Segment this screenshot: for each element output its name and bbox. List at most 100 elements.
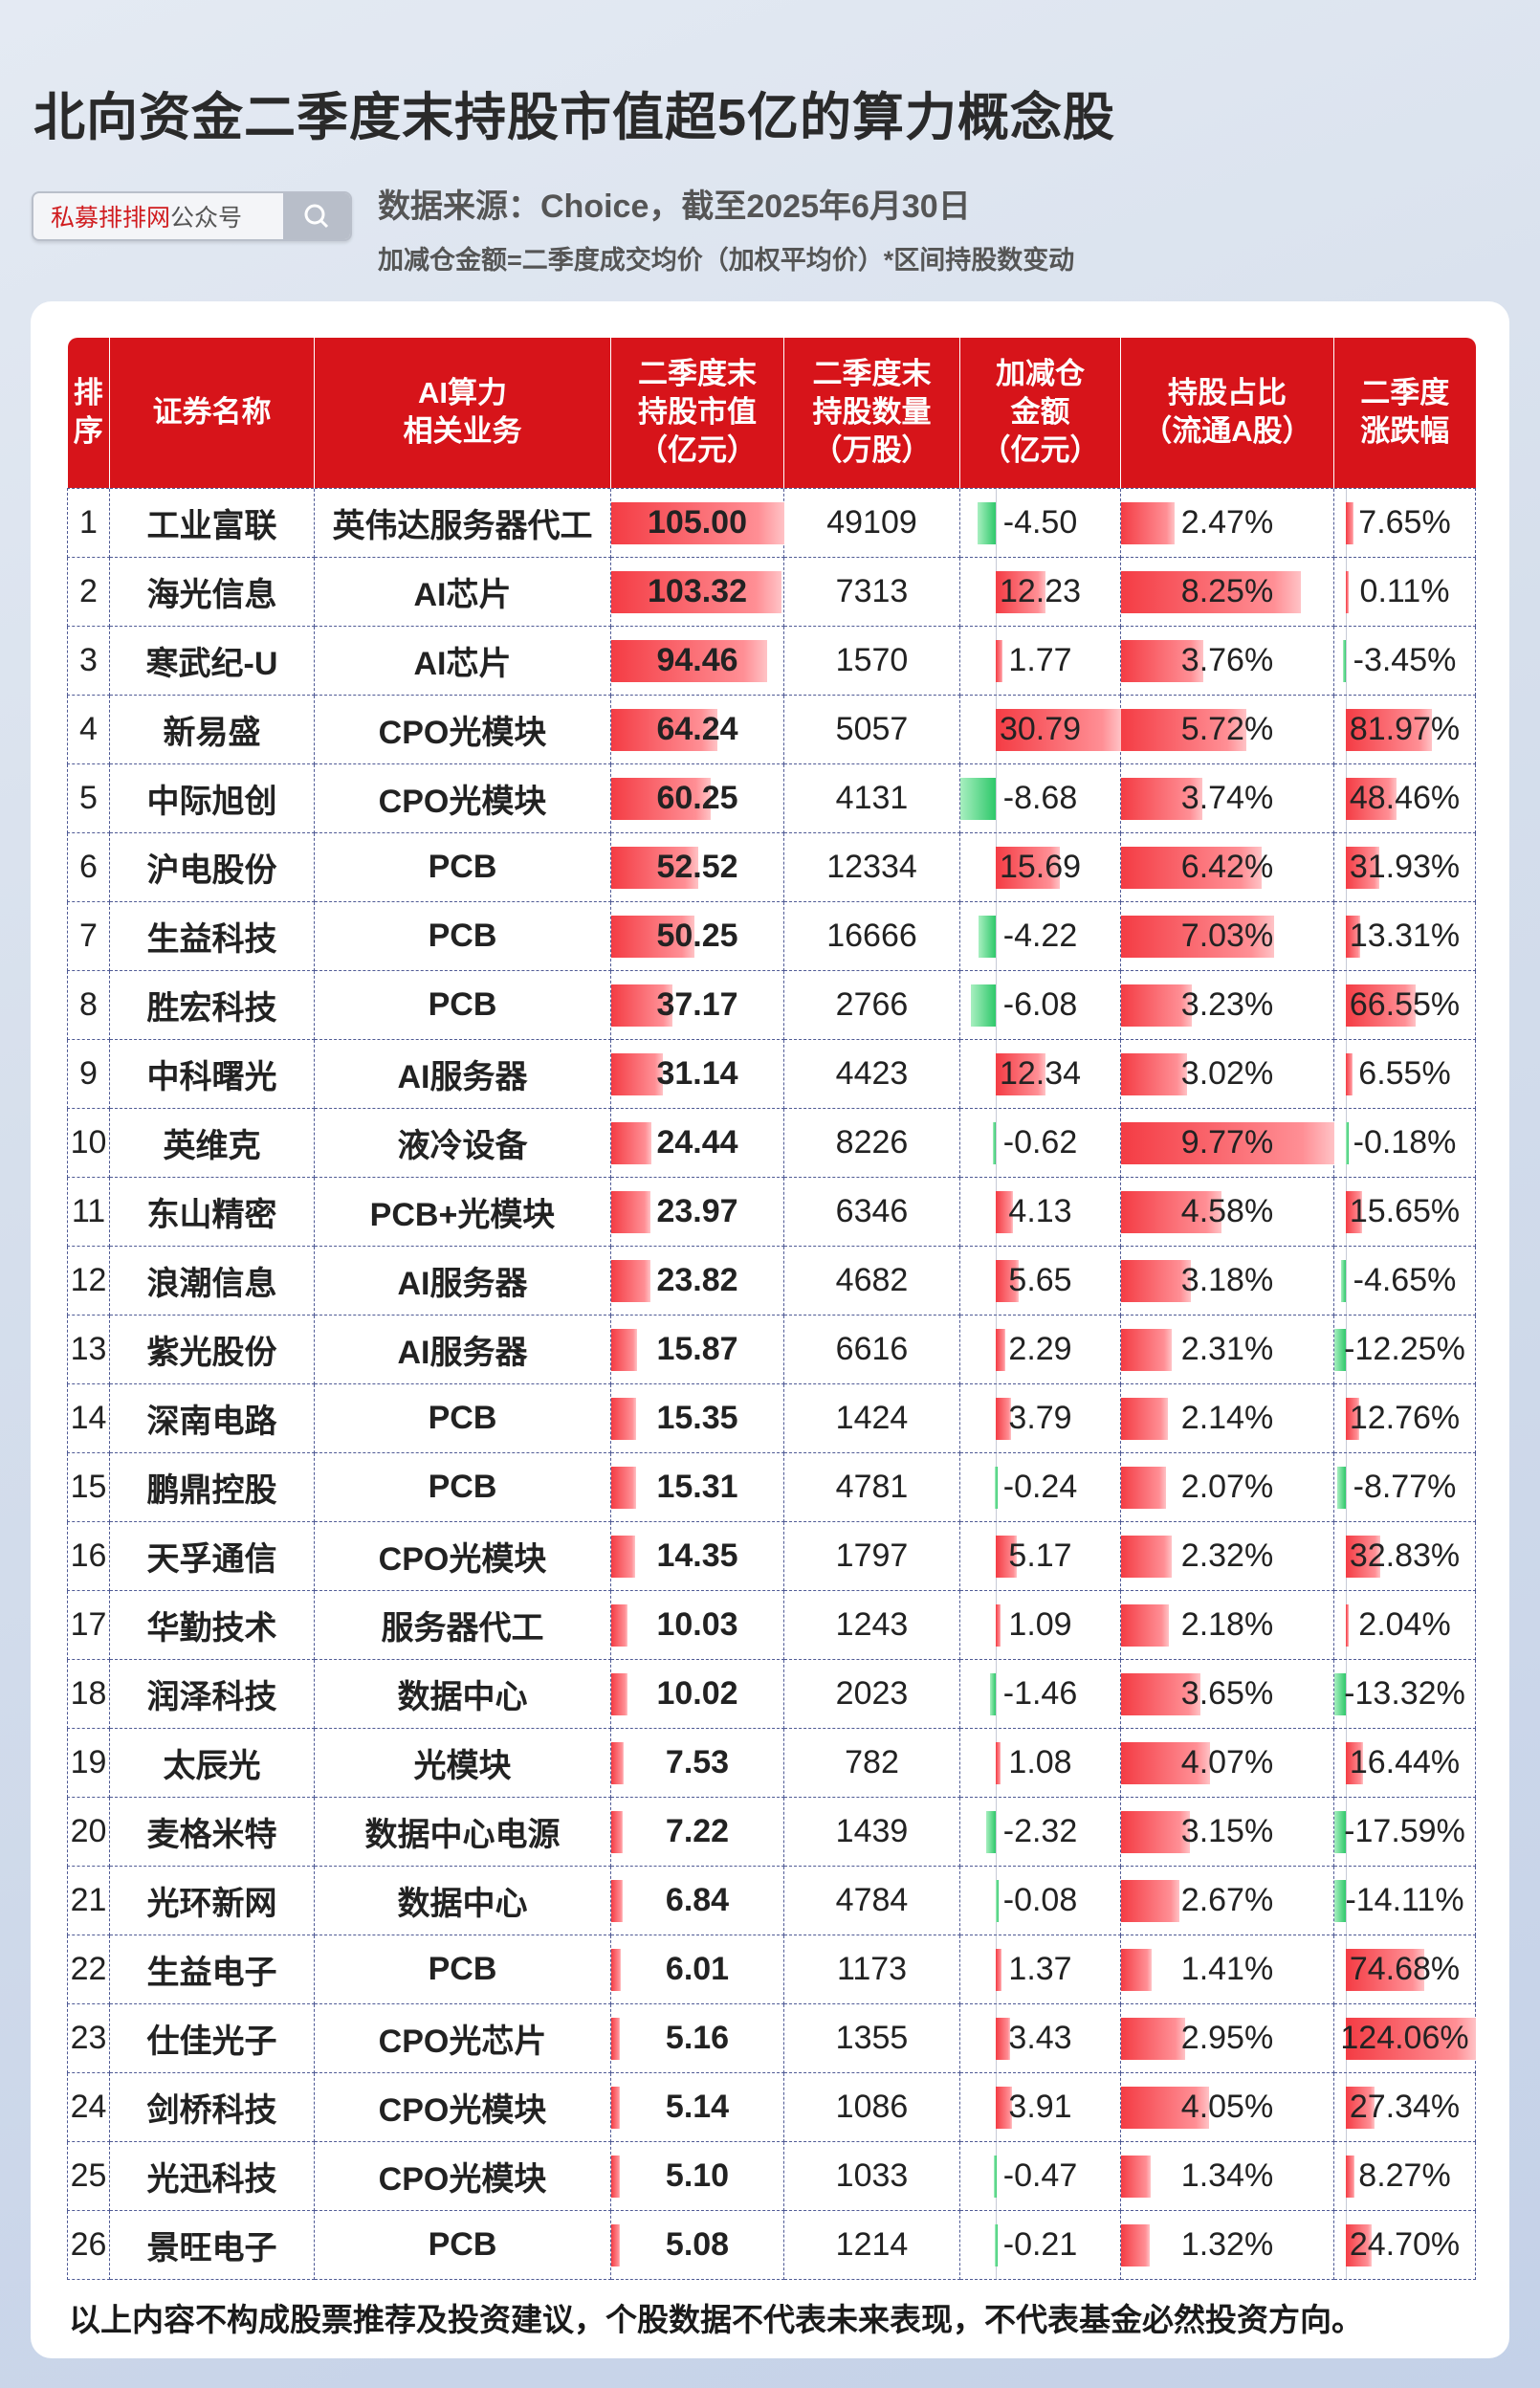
table-row: 10 英维克 液冷设备 24.44 8226 -0.62 9.77% -0.18%: [67, 1107, 1476, 1178]
cell-chg: 1.37: [959, 1934, 1121, 2004]
ratio-value: 3.18%: [1180, 1261, 1274, 1298]
cell-mv: 37.17: [610, 969, 784, 1040]
ratio-value: 6.42%: [1180, 848, 1274, 885]
ratio-value: 2.32%: [1180, 1537, 1274, 1574]
positive-bar: [1121, 639, 1203, 682]
chg-value: 1.37: [1008, 1950, 1072, 1987]
biz-value: CPO光模块: [378, 2160, 547, 2198]
cell-qty: 4682: [783, 1245, 960, 1316]
rank-value: 20: [70, 1812, 107, 1849]
cell-qty: 1570: [783, 625, 960, 696]
cell-pct: 6.55%: [1333, 1038, 1476, 1109]
table-row: 22 生益电子 PCB 6.01 1173 1.37 1.41% 74.68%: [67, 1934, 1476, 2004]
positive-bar: [1346, 1948, 1424, 1991]
cell-chg: 3.43: [959, 2002, 1121, 2073]
search-box[interactable]: 私募排排网 公众号: [32, 191, 352, 241]
cell-biz: CPO光模块: [314, 2071, 611, 2142]
cell-pct: 16.44%: [1333, 1727, 1476, 1798]
positive-bar: [611, 915, 694, 958]
name-value: 中科曙光: [146, 1058, 277, 1095]
positive-bar: [611, 2086, 620, 2129]
cell-pct: -4.65%: [1333, 1245, 1476, 1316]
cell-ratio: 3.76%: [1120, 625, 1334, 696]
chg-value: -1.46: [1002, 1674, 1078, 1712]
cell-qty: 1173: [783, 1934, 960, 2004]
negative-bar: [1345, 1121, 1349, 1164]
rank-value: 19: [70, 1743, 107, 1780]
ratio-value: 1.34%: [1180, 2156, 1274, 2194]
rank-value: 21: [70, 1881, 107, 1918]
cell-name: 东山精密: [109, 1176, 315, 1247]
cell-pct: 31.93%: [1333, 831, 1476, 902]
cell-pct: 32.83%: [1333, 1520, 1476, 1591]
mv-value: 31.14: [656, 1054, 738, 1092]
positive-bar: [611, 708, 717, 751]
positive-bar: [995, 2017, 1010, 2060]
ratio-value: 2.07%: [1180, 1468, 1274, 1505]
chg-value: 2.29: [1008, 1330, 1072, 1367]
pct-value: 2.04%: [1358, 1605, 1451, 1643]
pct-value: -4.65%: [1353, 1261, 1457, 1298]
cell-biz: PCB: [314, 900, 611, 971]
biz-value: PCB+光模块: [369, 1196, 556, 1233]
cell-name: 润泽科技: [109, 1658, 315, 1729]
cell-name: 剑桥科技: [109, 2071, 315, 2142]
cell-qty: 12334: [783, 831, 960, 902]
chg-value: -0.24: [1002, 1468, 1078, 1505]
cell-rank: 14: [67, 1382, 110, 1453]
cell-name: 工业富联: [109, 487, 315, 558]
cell-rank: 2: [67, 556, 110, 627]
mv-value: 5.10: [665, 2156, 730, 2194]
cell-biz: 数据中心: [314, 1658, 611, 1729]
chg-value: 1.09: [1008, 1605, 1072, 1643]
cell-chg: 12.23: [959, 556, 1121, 627]
header-business: AI算力 相关业务: [314, 338, 611, 488]
cell-rank: 26: [67, 2209, 110, 2280]
cell-mv: 15.31: [610, 1451, 784, 1522]
mv-value: 52.52: [656, 848, 738, 885]
biz-value: CPO光模块: [378, 714, 547, 751]
rank-value: 14: [70, 1399, 107, 1436]
cell-chg: -4.50: [959, 487, 1121, 558]
cell-mv: 31.14: [610, 1038, 784, 1109]
search-button[interactable]: [283, 193, 350, 239]
header-change-amount: 加减仓 金额 （亿元）: [959, 338, 1121, 488]
positive-bar: [1121, 1741, 1210, 1784]
pct-value: 66.55%: [1349, 985, 1461, 1023]
cell-mv: 10.02: [610, 1658, 784, 1729]
rank-value: 1: [79, 503, 98, 541]
table-row: 12 浪潮信息 AI服务器 23.82 4682 5.65 3.18% -4.65%: [67, 1245, 1476, 1316]
positive-bar: [1346, 1741, 1364, 1784]
cell-rank: 23: [67, 2002, 110, 2073]
qty-value: 4781: [835, 1468, 909, 1505]
chg-value: 30.79: [999, 710, 1082, 747]
cell-name: 胜宏科技: [109, 969, 315, 1040]
search-text[interactable]: 私募排排网 公众号: [33, 193, 283, 239]
positive-bar: [1346, 2155, 1355, 2198]
pct-value: -12.25%: [1344, 1330, 1465, 1367]
positive-bar: [1121, 2086, 1210, 2129]
cell-name: 太辰光: [109, 1727, 315, 1798]
cell-rank: 15: [67, 1451, 110, 1522]
name-value: 鹏鼎控股: [146, 1471, 277, 1509]
ratio-value: 9.77%: [1180, 1123, 1274, 1161]
name-value: 中际旭创: [146, 783, 277, 820]
data-source: 数据来源：Choice，截至2025年6月30日: [378, 188, 971, 225]
positive-bar: [1121, 570, 1302, 613]
cell-rank: 5: [67, 763, 110, 833]
mv-value: 94.46: [656, 641, 738, 678]
cell-mv: 5.14: [610, 2071, 784, 2142]
name-value: 光环新网: [146, 1885, 277, 1922]
cell-mv: 15.35: [610, 1382, 784, 1453]
cell-pct: -12.25%: [1333, 1314, 1476, 1384]
cell-chg: -1.46: [959, 1658, 1121, 1729]
cell-pct: 48.46%: [1333, 763, 1476, 833]
cell-biz: 服务器代工: [314, 1589, 611, 1660]
positive-bar: [611, 1466, 637, 1509]
cell-mv: 50.25: [610, 900, 784, 971]
biz-value: 服务器代工: [381, 1609, 544, 1647]
rank-value: 6: [79, 848, 98, 885]
biz-value: 数据中心: [397, 1885, 528, 1922]
zero-axis: [995, 901, 997, 970]
cell-chg: 15.69: [959, 831, 1121, 902]
